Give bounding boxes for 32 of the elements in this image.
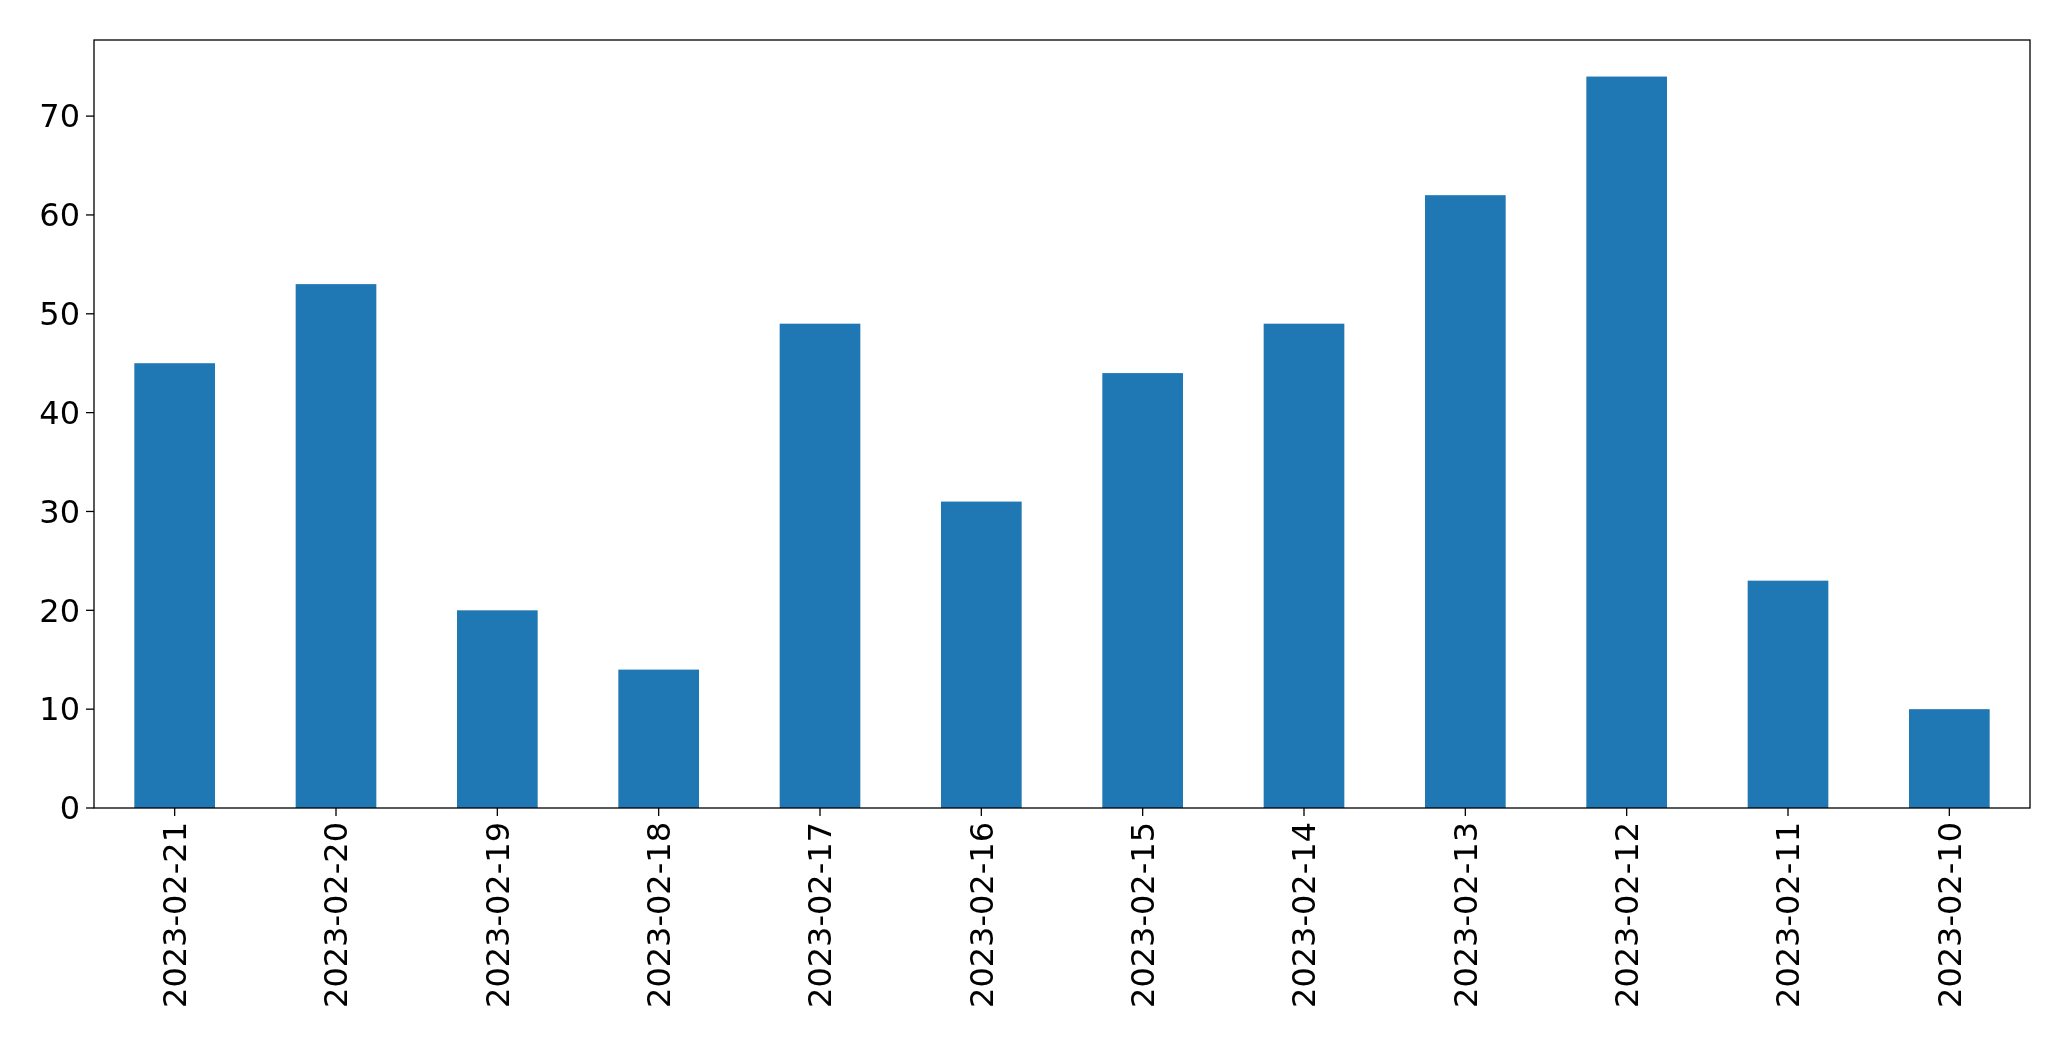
x-tick-label: 2023-02-18 <box>639 822 678 1008</box>
x-tick-label: 2023-02-19 <box>478 822 517 1008</box>
bar <box>1909 709 1990 808</box>
y-tick-label: 50 <box>39 294 80 333</box>
bar <box>779 323 861 808</box>
bar <box>134 363 215 808</box>
bar <box>941 501 1022 808</box>
x-tick-label: 2023-02-16 <box>962 822 1001 1008</box>
bar <box>295 284 377 808</box>
bar <box>1425 195 1506 808</box>
x-tick-label: 2023-02-15 <box>1123 822 1162 1008</box>
x-tick-label: 2023-02-20 <box>317 822 356 1008</box>
x-tick-label: 2023-02-10 <box>1930 822 1969 1008</box>
y-tick-label: 60 <box>39 196 80 235</box>
y-tick-label: 30 <box>39 492 80 531</box>
x-tick-label: 2023-02-17 <box>801 822 840 1008</box>
y-tick-label: 70 <box>39 97 80 136</box>
bar <box>457 610 538 808</box>
bar <box>618 669 699 808</box>
x-tick-label: 2023-02-13 <box>1446 822 1485 1008</box>
bar <box>1263 323 1345 808</box>
y-tick-label: 40 <box>39 393 80 432</box>
x-tick-label: 2023-02-12 <box>1607 822 1646 1008</box>
bar <box>1102 373 1183 808</box>
bar <box>1747 580 1829 808</box>
x-tick-label: 2023-02-21 <box>155 822 194 1008</box>
y-tick-label: 0 <box>59 789 80 828</box>
y-tick-label: 10 <box>39 690 80 729</box>
x-tick-label: 2023-02-14 <box>1285 822 1324 1008</box>
y-tick-label: 20 <box>39 591 80 630</box>
bar <box>1586 76 1667 808</box>
x-tick-label: 2023-02-11 <box>1769 822 1808 1008</box>
